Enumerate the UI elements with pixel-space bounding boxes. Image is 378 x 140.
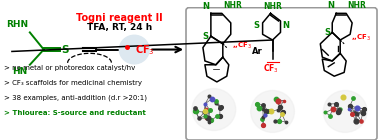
Text: S: S xyxy=(202,32,208,41)
Text: NHR: NHR xyxy=(223,1,242,10)
Circle shape xyxy=(119,35,149,64)
Text: N: N xyxy=(282,21,290,30)
Text: Togni reagent II: Togni reagent II xyxy=(76,13,163,23)
FancyBboxPatch shape xyxy=(186,8,377,140)
Text: S: S xyxy=(254,21,260,30)
Circle shape xyxy=(323,90,367,132)
Text: > Thiourea: S-source and reductant: > Thiourea: S-source and reductant xyxy=(4,110,146,116)
Circle shape xyxy=(251,90,294,132)
Text: TFA, RT, 24 h: TFA, RT, 24 h xyxy=(87,23,152,32)
Text: ,,CF$_3$: ,,CF$_3$ xyxy=(232,41,252,51)
Text: HN: HN xyxy=(12,67,28,76)
Circle shape xyxy=(192,89,236,130)
Text: CF$_3$: CF$_3$ xyxy=(263,63,279,75)
Text: > 38 examples, anti-addition (d.r >20:1): > 38 examples, anti-addition (d.r >20:1) xyxy=(4,95,147,101)
Text: CF$_3$: CF$_3$ xyxy=(135,44,155,57)
Text: RHN: RHN xyxy=(6,20,28,29)
Text: N: N xyxy=(327,1,334,10)
Text: > no metal or photoredox catalyst/hv: > no metal or photoredox catalyst/hv xyxy=(4,65,135,71)
Text: Ar: Ar xyxy=(252,47,263,56)
Text: NHR: NHR xyxy=(347,1,366,10)
Text: ,,CF$_3$: ,,CF$_3$ xyxy=(351,33,371,43)
Text: S: S xyxy=(62,45,69,55)
Text: N: N xyxy=(202,3,209,11)
Text: S: S xyxy=(324,28,330,37)
Text: NHR: NHR xyxy=(263,3,282,11)
Text: > CF₃ scaffolds for medicinal chemistry: > CF₃ scaffolds for medicinal chemistry xyxy=(4,80,142,86)
